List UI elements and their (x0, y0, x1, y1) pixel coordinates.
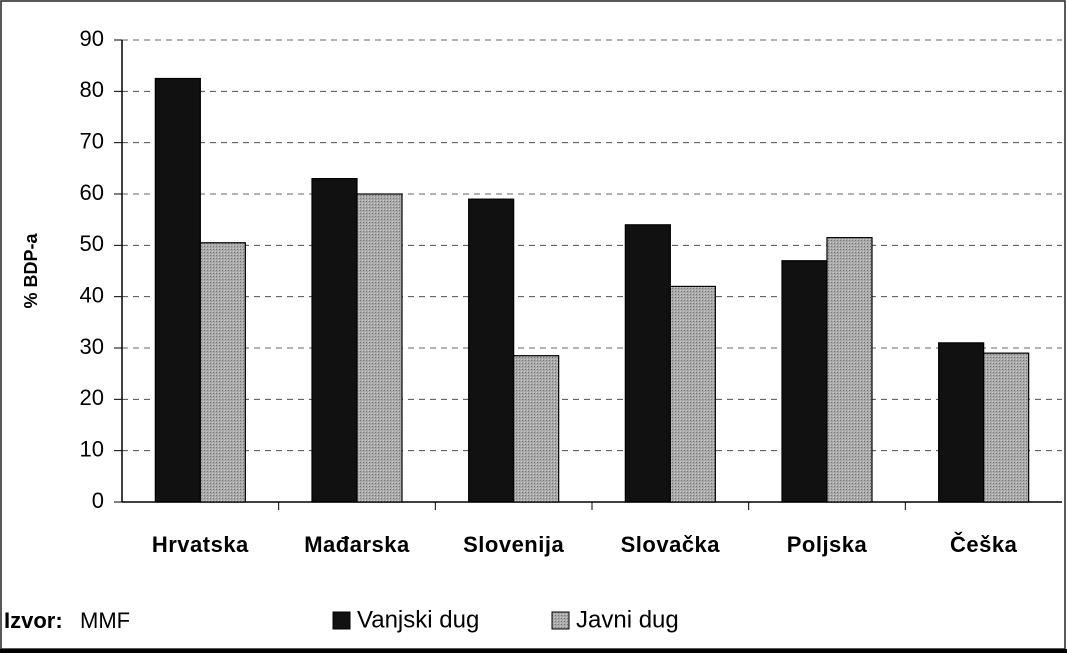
bar (983, 352, 1030, 503)
y-tick-label: 10 (80, 436, 104, 461)
bar (826, 237, 873, 503)
y-tick-label: 80 (80, 77, 104, 102)
x-tick-label: Slovačka (621, 532, 721, 557)
y-tick-label: 60 (80, 180, 104, 205)
legend-label: Vanjski dug (357, 606, 479, 633)
y-tick-label: 30 (80, 334, 104, 359)
legend-label: Javni dug (576, 606, 679, 633)
y-tick-label: 70 (80, 128, 104, 153)
y-axis-label: % BDP-a (21, 233, 41, 309)
bar (624, 224, 671, 503)
y-tick-label: 0 (92, 488, 104, 513)
bar (311, 178, 358, 503)
x-tick-label: Mađarska (304, 532, 410, 557)
y-tick-label: 40 (80, 282, 104, 307)
bar (781, 260, 828, 503)
bar (468, 198, 515, 503)
x-tick-label: Češka (950, 532, 1018, 557)
x-tick-label: Poljska (787, 532, 868, 557)
x-tick-label: Hrvatska (152, 532, 249, 557)
source-label: Izvor: (4, 608, 63, 633)
legend-swatch (551, 611, 570, 630)
bar (938, 342, 985, 503)
bar (513, 355, 560, 503)
y-tick-label: 20 (80, 385, 104, 410)
y-tick-label: 50 (80, 231, 104, 256)
bar (199, 242, 246, 503)
source: MMF (80, 608, 130, 633)
legend-swatch (332, 611, 351, 630)
bar (669, 285, 716, 503)
y-tick-label: 90 (80, 26, 104, 51)
bar (356, 193, 403, 503)
bar (154, 77, 201, 503)
x-tick-label: Slovenija (463, 532, 564, 557)
